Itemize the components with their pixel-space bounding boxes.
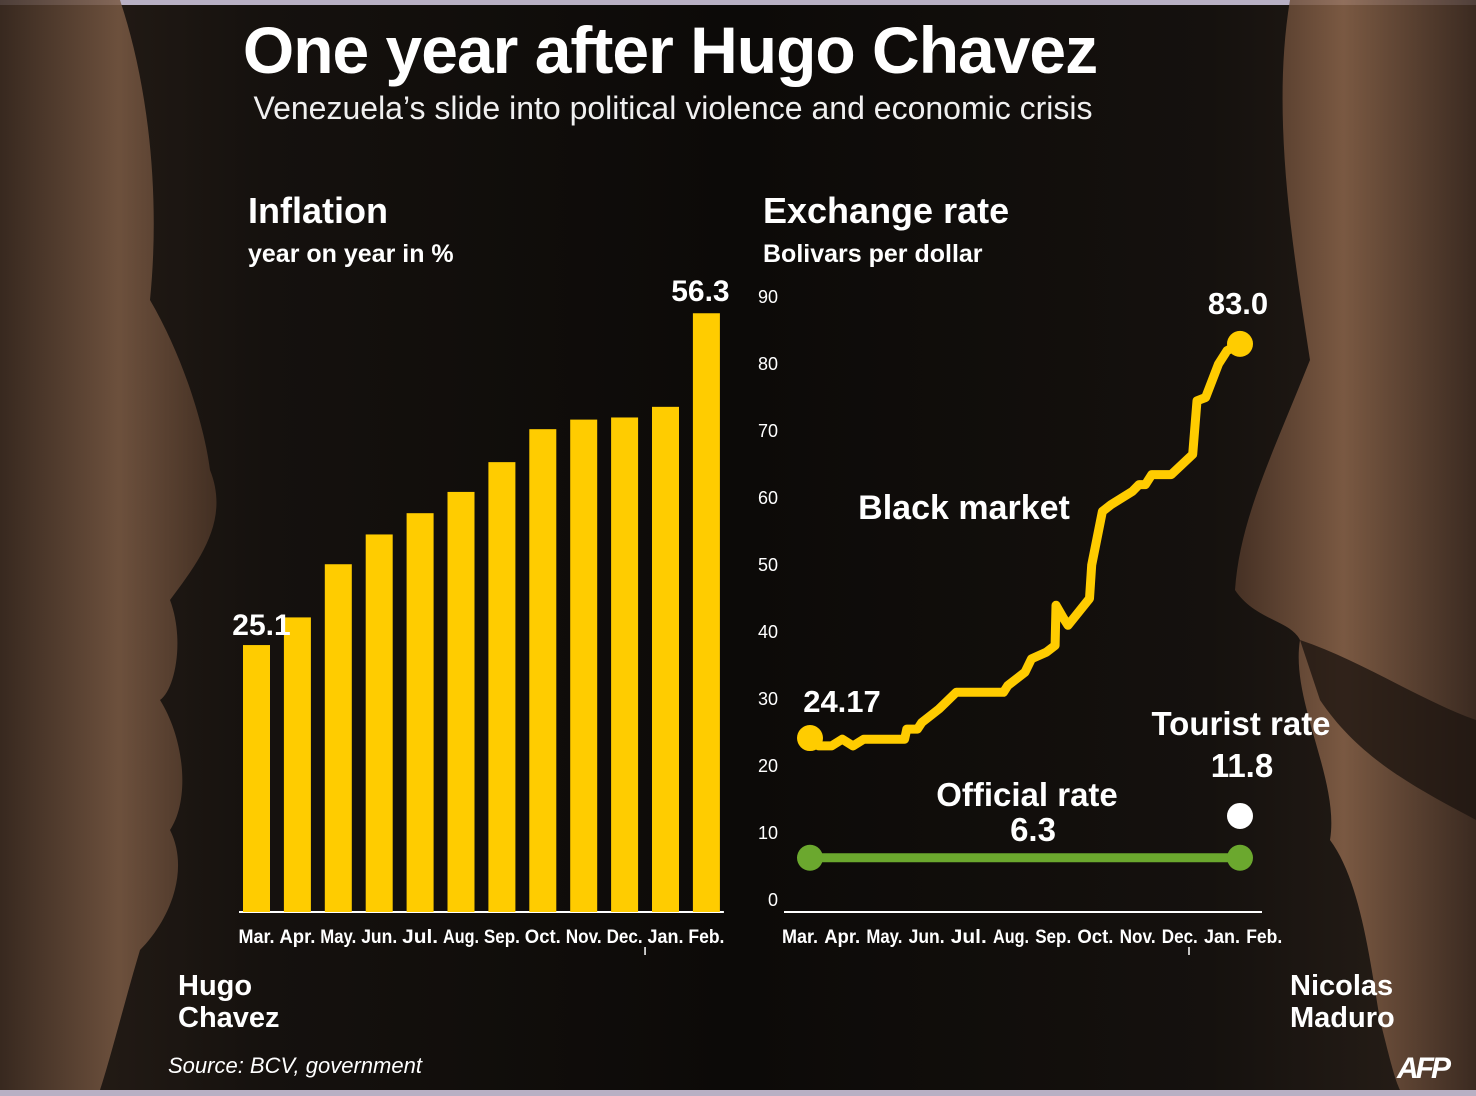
exchange-x-tick-label: Dec. bbox=[1162, 927, 1198, 948]
inflation-x-tick-label: Apr. bbox=[279, 927, 315, 948]
exchange-x-tick-label: Nov. bbox=[1120, 927, 1156, 948]
tourist-rate-value-label: 11.8 bbox=[1211, 747, 1273, 784]
black-market-line bbox=[805, 339, 1245, 751]
inflation-bar bbox=[283, 617, 311, 912]
exchange-x-tick-label: Sep. bbox=[1035, 927, 1071, 948]
page-title: One year after Hugo Chavez bbox=[242, 13, 1098, 87]
inflation-bar bbox=[652, 406, 679, 912]
inflation-x-tick-label: Nov. bbox=[566, 927, 602, 948]
inflation-subtitle: year on year in % bbox=[248, 240, 454, 268]
black-market-series-label: Black market bbox=[858, 489, 1070, 527]
black-market-end-point bbox=[1227, 330, 1253, 357]
inflation-x-tick-label: Oct. bbox=[525, 927, 561, 948]
inflation-bar bbox=[447, 491, 475, 912]
official-rate-value-label: 6.3 bbox=[1010, 811, 1056, 848]
exchange-y-tick-label: 10 bbox=[758, 823, 778, 843]
inflation-x-tick-label: Jul. bbox=[402, 927, 438, 948]
maduro-profile bbox=[1235, 0, 1476, 1090]
right-person-last: Maduro bbox=[1290, 1002, 1395, 1034]
top-border bbox=[0, 0, 1476, 5]
exchange-x-tick-label: May. bbox=[866, 927, 902, 948]
official-rate-series-label: Official rate bbox=[936, 776, 1118, 813]
official-rate-start-point bbox=[797, 844, 823, 871]
inflation-x-tick-label: Jun. bbox=[361, 927, 397, 948]
exchange-y-tick-label: 90 bbox=[758, 287, 778, 307]
inflation-x-tick-label: Sep. bbox=[484, 927, 520, 948]
exchange-y-tick-label: 50 bbox=[758, 555, 778, 575]
inflation-x-tick-label: May. bbox=[320, 927, 356, 948]
exchange-x-tick-label: Feb. bbox=[1246, 927, 1282, 948]
inflation-bar bbox=[611, 417, 639, 912]
inflation-bar bbox=[692, 313, 720, 912]
inflation-x-tick-label: Aug. bbox=[443, 927, 479, 948]
official-rate-end-point bbox=[1227, 844, 1253, 871]
right-person-label: Nicolas Maduro bbox=[1290, 970, 1395, 1034]
inflation-x-tick-label: Jan. bbox=[648, 927, 684, 948]
inflation-bar bbox=[406, 513, 434, 912]
inflation-x-tick-label: Feb. bbox=[688, 927, 724, 948]
black-market-start-label: 24.17 bbox=[803, 684, 881, 719]
exchange-y-tick-label: 30 bbox=[758, 689, 778, 709]
exchange-y-tick-label: 80 bbox=[758, 354, 778, 374]
inflation-bar bbox=[570, 419, 598, 912]
bottom-border bbox=[0, 1090, 1476, 1096]
left-person-label: Hugo Chavez bbox=[178, 970, 280, 1034]
inflation-bar bbox=[529, 429, 557, 912]
chavez-profile bbox=[0, 0, 217, 1090]
source-note: Source: BCV, government bbox=[168, 1053, 422, 1078]
exchange-y-tick-label: 20 bbox=[758, 756, 778, 776]
exchange-x-tick-label: Jul. bbox=[951, 927, 987, 948]
exchange-subtitle: Bolivars per dollar bbox=[763, 240, 983, 268]
exchange-title: Exchange rate bbox=[763, 190, 1010, 231]
inflation-x-tick-label: Dec. bbox=[607, 927, 643, 948]
left-person-last: Chavez bbox=[178, 1002, 280, 1034]
black-market-end-label: 83.0 bbox=[1208, 286, 1268, 321]
inflation-first-value-label: 25.1 bbox=[232, 609, 290, 642]
left-person-first: Hugo bbox=[178, 970, 253, 1002]
inflation-title: Inflation bbox=[248, 190, 388, 231]
right-person-first: Nicolas bbox=[1290, 970, 1394, 1002]
inflation-bar bbox=[365, 534, 393, 912]
inflation-last-value-label: 56.3 bbox=[671, 275, 729, 308]
exchange-y-tick-label: 40 bbox=[758, 622, 778, 642]
exchange-x-tick-label: Aug. bbox=[993, 927, 1029, 948]
exchange-x-tick-label: Mar. bbox=[782, 927, 818, 948]
exchange-x-tick-label: Jun. bbox=[909, 927, 945, 948]
tourist-rate-series-label: Tourist rate bbox=[1151, 705, 1330, 742]
inflation-bar bbox=[488, 462, 516, 912]
exchange-x-tick-label: Jan. bbox=[1204, 927, 1240, 948]
exchange-y-tick-label: 60 bbox=[758, 488, 778, 508]
exchange-y-tick-label: 0 bbox=[768, 890, 778, 910]
page-subtitle: Venezuela’s slide into political violenc… bbox=[253, 90, 1093, 126]
exchange-y-tick-label: 70 bbox=[758, 421, 778, 441]
inflation-bar bbox=[324, 564, 352, 912]
exchange-x-tick-label: Oct. bbox=[1077, 927, 1113, 948]
inflation-bar bbox=[243, 645, 270, 912]
afp-logo: AFP bbox=[1397, 1052, 1451, 1085]
black-market-start-point bbox=[797, 725, 823, 752]
tourist-rate-point bbox=[1227, 802, 1253, 829]
inflation-x-tick-label: Mar. bbox=[239, 927, 275, 948]
exchange-x-tick-label: Apr. bbox=[824, 927, 860, 948]
maduro-mustache bbox=[1300, 640, 1476, 820]
